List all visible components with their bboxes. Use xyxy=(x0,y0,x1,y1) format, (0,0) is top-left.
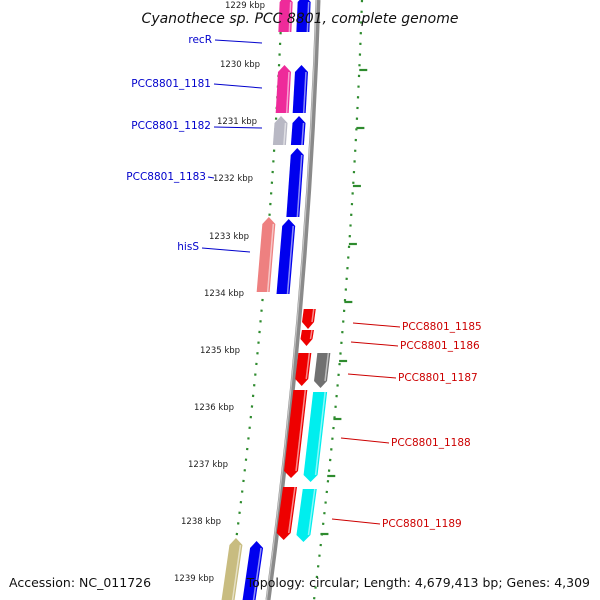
gene-arrow xyxy=(303,392,328,482)
gene-shine xyxy=(301,122,305,146)
map-title: Cyanothece sp. PCC 8801, complete genome xyxy=(142,11,459,27)
leader-line xyxy=(331,518,381,525)
kbp-label: 1234 kbp xyxy=(204,289,244,299)
gene-shine xyxy=(283,122,287,146)
kbp-label: 1237 kbp xyxy=(188,460,228,470)
leader-line xyxy=(201,247,251,253)
kbp-label: 1231 kbp xyxy=(217,117,257,127)
gene-shine xyxy=(288,1,292,33)
gene-label[interactable]: hisS xyxy=(177,241,199,253)
gene-shine xyxy=(266,223,275,293)
gene-shine xyxy=(314,391,326,476)
gene-shine xyxy=(307,488,316,536)
gene-shine xyxy=(296,154,303,218)
gene-shine xyxy=(295,389,307,472)
gene-shine xyxy=(286,225,294,295)
gene-label[interactable]: PCC8801_1188 xyxy=(391,437,471,449)
leader-line xyxy=(340,437,390,444)
inner-dotted-ring xyxy=(226,0,284,600)
left-gene-labels: recR PCC8801_1181 PCC8801_1182 PCC8801_1183… xyxy=(126,34,263,253)
kbp-tick-labels: 1229 kbp 1230 kbp 1231 kbp 1232 kbp 1233 kbp… xyxy=(174,1,265,584)
leader-line xyxy=(213,126,263,129)
gene-shine xyxy=(231,544,242,600)
gene-arrow xyxy=(242,541,264,600)
gene-arrow xyxy=(256,217,276,292)
leader-line xyxy=(214,39,263,44)
gene-shine xyxy=(285,71,290,114)
leader-line xyxy=(350,341,399,347)
gene-arrow xyxy=(286,148,304,217)
gene-shine xyxy=(252,547,262,600)
kbp-label: 1239 kbp xyxy=(174,574,214,584)
gene-shine xyxy=(305,352,311,380)
gene-shine xyxy=(311,308,315,323)
gene-arrow xyxy=(314,353,331,388)
gene-label[interactable]: PCC8801_1187 xyxy=(398,372,478,384)
kbp-label: 1236 kbp xyxy=(194,403,234,413)
gene-label[interactable]: PCC8801_1189 xyxy=(382,518,462,530)
kbp-label: 1232 kbp xyxy=(213,174,253,184)
gene-shine xyxy=(302,71,307,114)
right-gene-labels: PCC8801_1185 PCC8801_1186 PCC8801_1187 PCC8… xyxy=(331,321,482,530)
gene-arrow xyxy=(284,390,308,478)
kbp-label: 1230 kbp xyxy=(220,60,260,70)
gene-arrow xyxy=(276,219,296,294)
gene-arrow xyxy=(295,353,312,386)
kbp-label: 1235 kbp xyxy=(200,346,240,356)
outer-tick-marks xyxy=(320,68,368,536)
topology-text: Topology: circular; Length: 4,679,413 bp… xyxy=(246,575,590,590)
genome-backbone xyxy=(265,0,321,600)
gene-shine xyxy=(306,1,310,33)
kbp-label: 1229 kbp xyxy=(225,1,265,11)
gene-shine xyxy=(287,486,296,534)
leader-line xyxy=(352,322,401,328)
gene-label[interactable]: PCC8801_1183 xyxy=(126,171,206,183)
gene-label[interactable]: PCC8801_1181 xyxy=(131,78,211,90)
accession-text: Accession: NC_011726 xyxy=(9,575,151,590)
gene-arrow xyxy=(221,538,243,600)
kbp-label: 1233 kbp xyxy=(209,232,249,242)
gene-label[interactable]: PCC8801_1186 xyxy=(400,340,480,352)
kbp-label: 1238 kbp xyxy=(181,517,221,527)
gene-arrow xyxy=(276,487,298,540)
gene-arrow xyxy=(296,489,317,542)
gene-shine xyxy=(309,329,313,340)
gene-features xyxy=(221,0,331,600)
leader-line xyxy=(213,83,263,89)
leader-line xyxy=(207,176,215,179)
gene-label[interactable]: recR xyxy=(188,34,212,46)
leader-line xyxy=(347,373,397,379)
gene-label[interactable]: PCC8801_1185 xyxy=(402,321,482,333)
gene-label[interactable]: PCC8801_1182 xyxy=(131,120,211,132)
gene-shine xyxy=(324,352,330,382)
outer-dotted-ring xyxy=(312,0,364,600)
genome-backbone-highlight xyxy=(265,0,318,600)
gene-arrow xyxy=(302,309,316,329)
